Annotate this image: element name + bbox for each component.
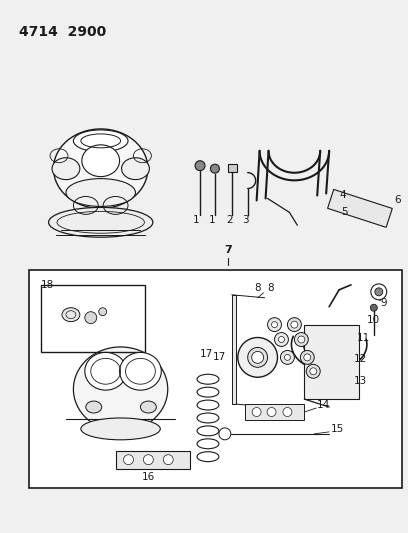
Text: 9: 9 (381, 298, 388, 308)
Text: 16: 16 (142, 472, 155, 481)
Bar (228, 164, 237, 172)
Circle shape (272, 321, 277, 328)
Ellipse shape (82, 145, 120, 176)
Bar (29, 270, 401, 488)
Circle shape (275, 333, 288, 346)
Text: 1: 1 (208, 215, 215, 225)
Circle shape (287, 318, 302, 332)
Text: 3: 3 (242, 215, 249, 225)
Text: 4714  2900: 4714 2900 (19, 25, 106, 38)
Text: 6: 6 (395, 196, 401, 205)
Ellipse shape (238, 337, 277, 377)
Circle shape (284, 354, 290, 360)
Ellipse shape (73, 347, 168, 431)
Bar (232, 295, 236, 404)
Ellipse shape (163, 455, 173, 465)
Text: 17: 17 (200, 350, 213, 359)
Ellipse shape (53, 129, 148, 208)
Text: 17: 17 (213, 352, 226, 362)
Bar (245, 404, 304, 420)
Ellipse shape (52, 158, 80, 180)
Ellipse shape (144, 455, 153, 465)
Text: 12: 12 (354, 354, 367, 365)
Circle shape (252, 351, 264, 364)
Text: 14: 14 (317, 400, 330, 410)
Circle shape (306, 365, 320, 378)
Ellipse shape (49, 207, 153, 237)
Ellipse shape (85, 352, 126, 390)
Ellipse shape (140, 401, 156, 413)
Circle shape (298, 336, 305, 343)
Circle shape (279, 336, 284, 343)
Circle shape (280, 350, 295, 365)
Circle shape (310, 368, 317, 375)
Text: 11: 11 (357, 333, 370, 343)
Text: 18: 18 (41, 280, 54, 290)
Bar (115, 451, 190, 469)
Text: 8: 8 (268, 283, 274, 293)
Ellipse shape (124, 455, 133, 465)
Circle shape (219, 428, 231, 440)
Text: 2: 2 (226, 215, 233, 225)
Ellipse shape (73, 130, 128, 152)
Text: 13: 13 (354, 376, 367, 386)
Circle shape (99, 308, 106, 316)
Ellipse shape (86, 401, 102, 413)
Ellipse shape (252, 408, 261, 416)
Circle shape (211, 164, 220, 173)
Text: 15: 15 (331, 424, 344, 434)
Text: 4: 4 (339, 190, 346, 200)
Ellipse shape (248, 348, 268, 367)
Text: 8: 8 (254, 283, 261, 293)
Ellipse shape (66, 179, 135, 206)
Ellipse shape (81, 418, 160, 440)
Text: 1: 1 (193, 215, 200, 225)
Ellipse shape (122, 158, 149, 180)
Bar (41, 285, 145, 352)
Circle shape (371, 284, 387, 300)
Text: 10: 10 (367, 314, 380, 325)
Circle shape (85, 312, 97, 324)
Circle shape (291, 321, 298, 328)
Ellipse shape (62, 308, 80, 321)
Bar (304, 325, 359, 399)
Circle shape (195, 161, 205, 171)
Circle shape (300, 350, 314, 365)
Ellipse shape (267, 408, 276, 416)
Ellipse shape (120, 352, 161, 390)
Circle shape (304, 354, 311, 361)
Bar (328, 189, 392, 228)
Text: 5: 5 (341, 207, 348, 217)
Circle shape (295, 333, 308, 346)
Circle shape (370, 304, 377, 311)
Text: 7: 7 (224, 245, 232, 255)
Circle shape (375, 288, 383, 296)
Ellipse shape (283, 408, 292, 416)
Circle shape (268, 318, 282, 332)
